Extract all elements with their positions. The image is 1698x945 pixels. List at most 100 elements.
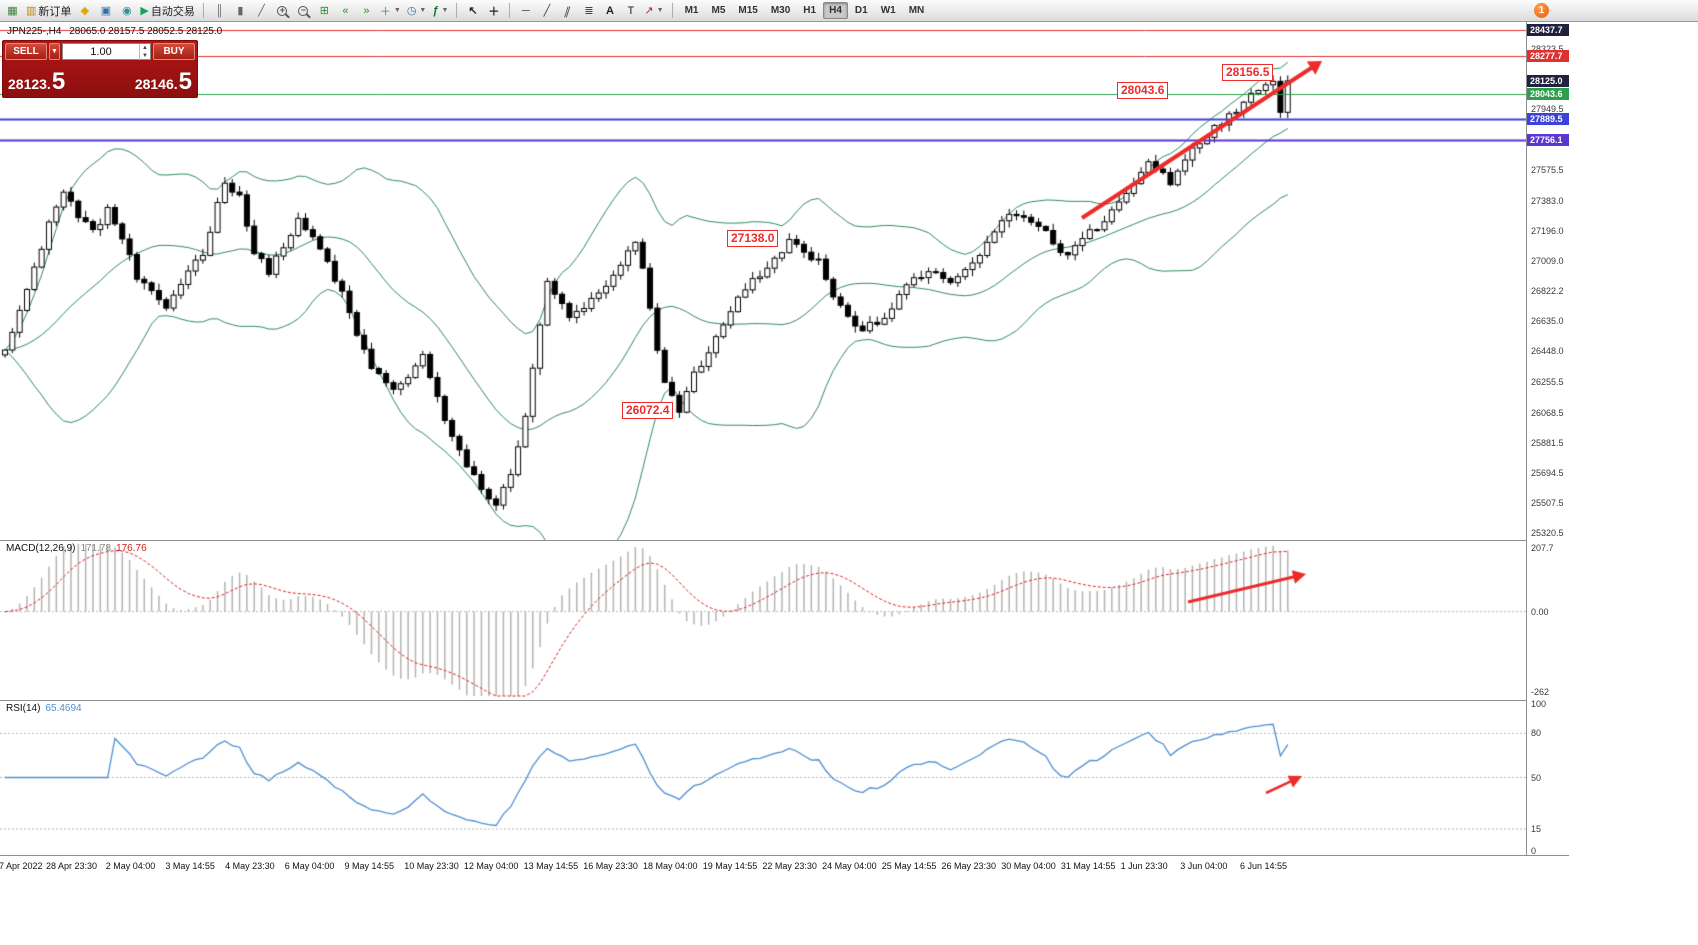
- time-tick: 6 Jun 14:55: [1240, 861, 1288, 871]
- price-tick: 26635.0: [1531, 316, 1564, 327]
- price-tick: 27575.5: [1531, 164, 1564, 175]
- tile-windows-icon[interactable]: ⊞: [319, 5, 329, 17]
- price-annotation[interactable]: 27138.0: [727, 230, 779, 247]
- timeframe-h1[interactable]: H1: [803, 5, 817, 16]
- price-tick: 27383.0: [1531, 195, 1564, 206]
- zoom-in-icon[interactable]: +: [273, 2, 292, 20]
- ask-price: 28146. 5: [134, 68, 192, 95]
- price-annotation[interactable]: 28043.6: [1117, 82, 1169, 99]
- timeframe-mn[interactable]: MN: [908, 5, 925, 16]
- price-marker: 28125.0: [1527, 74, 1569, 87]
- time-tick: 4 May 23:30: [225, 861, 275, 871]
- navigator-icon[interactable]: ▣: [100, 5, 112, 17]
- label-tool-icon[interactable]: T: [627, 4, 635, 17]
- timeframe-m5[interactable]: M5: [711, 5, 726, 16]
- notification-badge[interactable]: 1: [1534, 3, 1549, 18]
- rsi-label: RSI(14) 65.4694: [6, 703, 82, 714]
- toolbar-separator: [671, 3, 673, 18]
- price-marker: 27756.1: [1527, 134, 1569, 147]
- price-tick: 27009.0: [1531, 255, 1564, 266]
- pane-separator: [0, 855, 1569, 856]
- chart-window-icon[interactable]: ▦: [7, 5, 18, 17]
- time-tick: 19 May 14:55: [702, 861, 758, 871]
- macd-axis-tick: 207.7: [1531, 542, 1554, 553]
- bars-chart-icon[interactable]: ║: [215, 4, 224, 17]
- auto-trading-label: 自动交易: [150, 5, 195, 18]
- indicators-icon[interactable]: ƒ ▼: [432, 4, 449, 17]
- timeframe-group: M1 M5 M15 M30 H1 H4 D1 W1 MN: [679, 2, 931, 19]
- rsi-axis-tick: 100: [1531, 699, 1547, 709]
- price-tick: 26068.5: [1531, 407, 1564, 418]
- cursor-icon[interactable]: ↖: [468, 5, 478, 17]
- timeframe-m30[interactable]: M30: [770, 5, 791, 16]
- line-chart-icon[interactable]: ╱: [258, 5, 265, 17]
- arrows-tool-icon[interactable]: ↗ ▼: [644, 5, 664, 17]
- new-order-button[interactable]: ▥ 新订单: [24, 2, 73, 20]
- hline-tool-icon[interactable]: ─: [522, 4, 530, 17]
- pane-separator[interactable]: [0, 700, 1569, 701]
- price-tick: 26448.0: [1531, 346, 1564, 357]
- periods-icon[interactable]: ◷ ▼: [406, 5, 427, 17]
- timeframe-d1[interactable]: D1: [854, 5, 868, 16]
- toolbar-separator: [509, 3, 511, 18]
- time-tick: 22 May 23:30: [762, 861, 817, 871]
- price-tick: 25320.5: [1531, 528, 1564, 539]
- time-tick: 27 Apr 2022: [0, 861, 43, 871]
- price-tick: 26255.5: [1531, 377, 1564, 388]
- time-tick: 13 May 14:55: [523, 861, 579, 871]
- price-tick: 27949.5: [1531, 104, 1564, 115]
- time-tick: 10 May 23:30: [404, 861, 459, 871]
- price-axis[interactable]: 28323.5 27949.5 27575.5 27383.0 27196.0 27009…: [1526, 22, 1569, 856]
- toolbar-separator: [456, 3, 458, 18]
- chart-canvas[interactable]: [0, 22, 1526, 855]
- timeframe-m1[interactable]: M1: [684, 5, 699, 16]
- timeframe-m15[interactable]: M15: [738, 5, 758, 16]
- quotes-icon[interactable]: ◆: [80, 5, 90, 17]
- symbol-timeframe-label: JPN225-,H4: [7, 26, 62, 37]
- toolbar-separator: [202, 3, 204, 18]
- time-tick: 18 May 04:00: [643, 861, 698, 871]
- timeframe-w1[interactable]: W1: [880, 5, 896, 16]
- volume-value: 1.00: [90, 45, 112, 58]
- volume-input[interactable]: 1.00 ▲ ▼: [62, 43, 151, 60]
- data-window-icon[interactable]: ◉: [122, 5, 132, 17]
- price-annotation[interactable]: 26072.4: [622, 402, 674, 419]
- chart-shift-icon[interactable]: «: [342, 4, 349, 17]
- auto-trading-button[interactable]: ▶ 自动交易: [138, 2, 196, 20]
- zoom-out-icon[interactable]: −: [294, 2, 313, 20]
- auto-trading-icon: ▶: [140, 5, 149, 17]
- time-tick: 9 May 14:55: [344, 861, 395, 871]
- bid-price: 28123. 5: [8, 68, 66, 95]
- price-annotation[interactable]: 28156.5: [1222, 64, 1274, 81]
- macd-label: MACD(12,26,9) 171.78 176.76: [6, 543, 147, 554]
- time-tick: 6 May 04:00: [284, 861, 335, 871]
- time-tick: 31 May 14:55: [1060, 861, 1116, 871]
- macd-axis-tick: 0.00: [1531, 606, 1549, 617]
- trendline-tool-icon[interactable]: ╱: [543, 5, 551, 17]
- buy-button[interactable]: BUY: [153, 43, 195, 60]
- text-tool-icon[interactable]: A: [605, 4, 614, 17]
- pane-separator[interactable]: [0, 540, 1569, 541]
- time-tick: 2 May 04:00: [105, 861, 156, 871]
- time-tick: 26 May 23:30: [941, 861, 997, 871]
- new-chart-icon[interactable]: ＋ ▼: [379, 5, 401, 18]
- timeframe-h4[interactable]: H4: [823, 2, 848, 19]
- sell-button[interactable]: SELL: [5, 43, 47, 60]
- trade-options-dropdown[interactable]: ▼: [49, 43, 60, 60]
- channel-tool-icon[interactable]: ∥: [563, 5, 573, 17]
- candles-chart-icon[interactable]: ▮: [237, 5, 244, 17]
- macd-axis-tick: -262: [1531, 687, 1550, 697]
- price-tick: 27196.0: [1531, 225, 1564, 236]
- price-tick: 26822.2: [1531, 286, 1564, 296]
- chart-window: JPN225-,H4 28065.0 28157.5 28052.5 28125…: [0, 22, 1569, 876]
- price-tick: 25881.5: [1531, 437, 1564, 448]
- crosshair-icon[interactable]: ＋: [488, 5, 500, 18]
- fibonacci-tool-icon[interactable]: ≣: [584, 5, 594, 17]
- one-click-trade-panel: SELL ▼ 1.00 ▲ ▼ BUY 28123. 5 28146. 5: [2, 40, 198, 98]
- ohlc-values: 28065.0 28157.5 28052.5 28125.0: [69, 26, 223, 37]
- new-order-icon: ▥: [26, 5, 37, 17]
- volume-stepper[interactable]: ▲ ▼: [139, 43, 150, 60]
- auto-scroll-icon[interactable]: »: [363, 4, 370, 17]
- price-tick: 28323.5: [1531, 43, 1564, 54]
